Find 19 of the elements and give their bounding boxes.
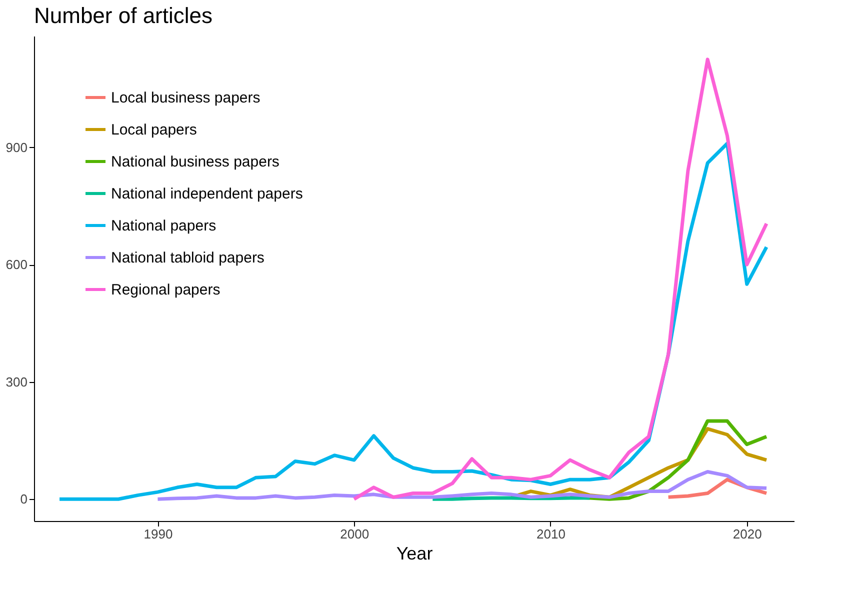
y-tick-label: 300 — [6, 374, 28, 390]
y-tick-label: 600 — [6, 257, 28, 272]
x-axis-title: Year — [396, 544, 433, 564]
legend-label: Local papers — [111, 122, 197, 138]
y-tick-label: 900 — [6, 140, 28, 155]
legend-label: National business papers — [111, 154, 280, 170]
legend-label: Regional papers — [111, 282, 220, 298]
x-tick-label: 2010 — [536, 526, 566, 542]
x-tick-label: 1990 — [144, 526, 173, 542]
y-tick-label: 0 — [20, 492, 28, 507]
chart-title: Number of articles — [34, 3, 213, 28]
legend-label: National papers — [111, 218, 216, 234]
legend-label: National independent papers — [111, 186, 303, 202]
x-tick-label: 2020 — [732, 526, 762, 542]
x-tick-label: 2000 — [340, 526, 370, 542]
line-series — [352, 58, 768, 501]
legend-label: Local business papers — [111, 90, 260, 106]
legend-label: National tabloid papers — [111, 250, 264, 266]
line-series — [156, 470, 768, 501]
